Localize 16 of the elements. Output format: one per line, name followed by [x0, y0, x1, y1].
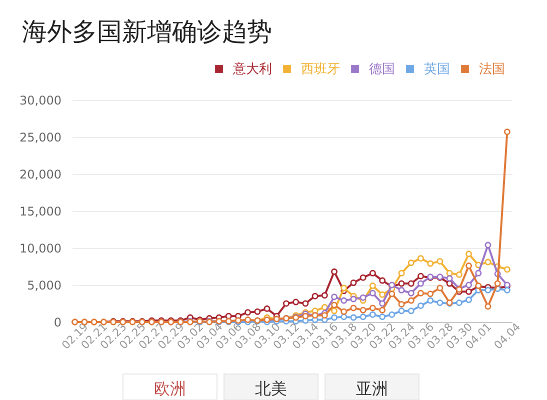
text: 欧洲 [154, 379, 186, 398]
text: 北美 [255, 379, 287, 398]
y-tick-label: 20,000 [20, 168, 62, 182]
y-tick-label: 0 [54, 316, 62, 330]
y-tick-label: 5,000 [27, 278, 62, 292]
y-tick-label: 30,000 [20, 94, 62, 108]
text: 亚洲 [356, 379, 388, 398]
chart-title: 海外多国新增确诊趋势 [22, 17, 272, 46]
legend-label: 意大利 [232, 62, 272, 77]
y-tick-label: 25,000 [20, 130, 62, 144]
legend-label: 英国 [424, 62, 450, 77]
y-tick-label: 15,000 [20, 204, 62, 218]
legend-label: 德国 [369, 62, 395, 77]
legend-label: 法国 [479, 62, 505, 77]
legend-label: 西班牙 [301, 62, 340, 77]
y-tick-label: 10,000 [20, 242, 62, 256]
